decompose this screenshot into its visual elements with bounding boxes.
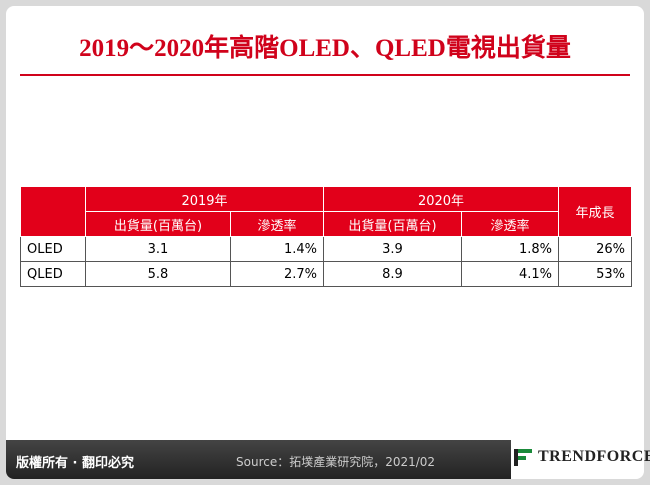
slide: 2019～2020年高階OLED、QLED電視出貨量 2019年 2020年 年… <box>6 6 644 479</box>
group-header: 2020年 <box>323 186 559 212</box>
table-row: QLED 5.8 2.7% 8.9 4.1% 53% <box>20 261 632 287</box>
cell: 1.8% <box>461 236 559 262</box>
cell: 8.9 <box>323 261 462 287</box>
cell: 2.7% <box>230 261 324 287</box>
table: 2019年 2020年 年成長 出貨量(百萬台) 滲透率 出貨量(百萬台) 滲透… <box>20 186 632 287</box>
source: Source：拓墣產業研究院，2021/02 <box>236 455 436 469</box>
sub-header: 出貨量(百萬台) <box>323 211 462 237</box>
cell: 5.8 <box>85 261 231 287</box>
title: 2019～2020年高階OLED、QLED電視出貨量 <box>79 35 571 62</box>
table-row: OLED 3.1 1.4% 3.9 1.8% 26% <box>20 236 632 262</box>
logo-text: TRENDFORCE <box>538 448 650 465</box>
group-header: 2019年 <box>85 186 324 212</box>
table-body: OLED 3.1 1.4% 3.9 1.8% 26% QLED 5.8 2.7% 8.9 4.1% 5… <box>20 236 632 287</box>
cell: 4.1% <box>461 261 559 287</box>
copyright: 版權所有 · 翻印必究 <box>16 456 134 471</box>
cell: 26% <box>558 236 632 262</box>
row-label: OLED <box>20 236 86 262</box>
cell: 3.1 <box>85 236 231 262</box>
corner-cell <box>20 186 86 237</box>
footer-bar: 版權所有 · 翻印必究 Source：拓墣產業研究院，2021/02 <box>6 440 511 479</box>
cell: 1.4% <box>230 236 324 262</box>
row-label: QLED <box>20 261 86 287</box>
sub-header: 出貨量(百萬台) <box>85 211 231 237</box>
title-rule <box>20 74 630 76</box>
logo: TRENDFORCE <box>512 446 650 468</box>
cell: 3.9 <box>323 236 462 262</box>
sub-header: 滲透率 <box>230 211 324 237</box>
logo-icon <box>514 449 532 466</box>
cell: 53% <box>558 261 632 287</box>
growth-header: 年成長 <box>558 186 632 237</box>
sub-header: 滲透率 <box>461 211 559 237</box>
